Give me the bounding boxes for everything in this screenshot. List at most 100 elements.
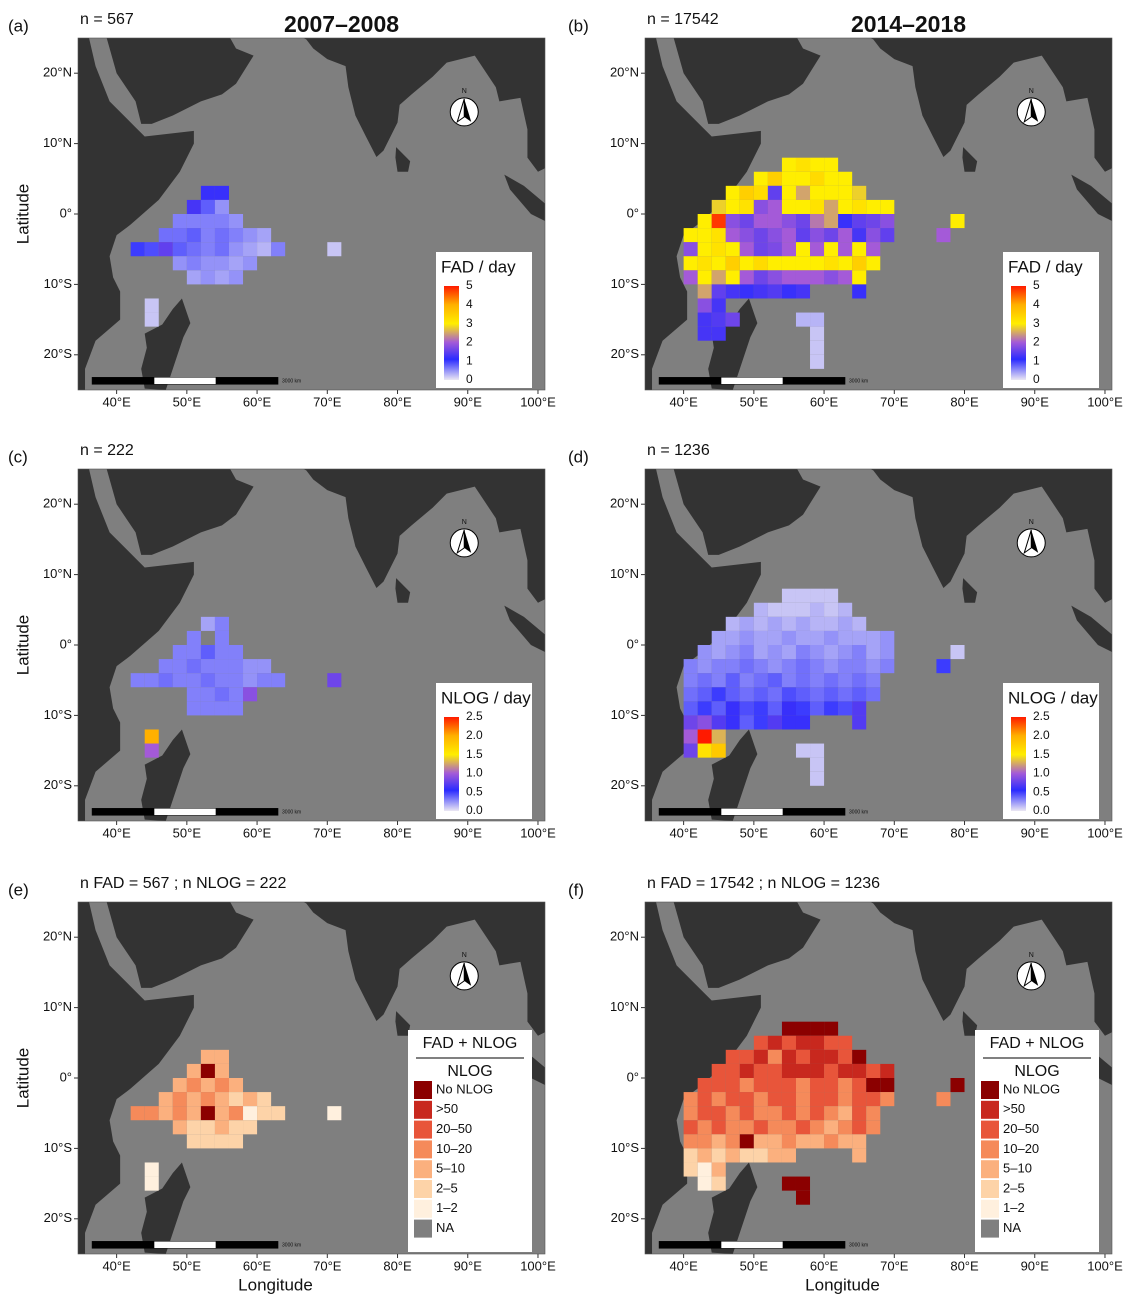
- grid-cell: [739, 1063, 754, 1078]
- grid-cell: [880, 1063, 895, 1078]
- compass: [464, 98, 472, 122]
- panel: (a) n = 567 2007–2008 3000 km N 40°E 50°E 60°E 7…: [8, 11, 556, 409]
- panel-label: (d): [568, 447, 589, 466]
- grid-cell: [186, 199, 201, 214]
- grid-cell: [767, 715, 782, 730]
- compass-north: N: [1029, 519, 1034, 526]
- scale-bar: [782, 377, 846, 385]
- scale-bar: [720, 808, 784, 816]
- x-tick-label: 90°E: [1021, 394, 1050, 409]
- legend-swatch: [981, 1180, 999, 1198]
- scale-bar: [658, 1241, 722, 1249]
- legend-tick-label: 2.5: [466, 709, 483, 723]
- grid-cell: [810, 1035, 825, 1050]
- grid-cell: [753, 270, 768, 285]
- grid-cell: [810, 157, 825, 172]
- grid-cell: [810, 242, 825, 257]
- panel-label: (f): [568, 880, 584, 899]
- grid-cell: [711, 630, 726, 645]
- grid-cell: [753, 1092, 768, 1107]
- legend-tick-label: 2.0: [466, 728, 483, 742]
- grid-cell: [852, 1106, 867, 1121]
- grid-cell: [214, 199, 229, 214]
- y-tick-label: 10°N: [43, 135, 72, 150]
- grid-cell: [852, 687, 867, 702]
- grid-cell: [214, 242, 229, 257]
- y-tick-label: 10°N: [610, 566, 639, 581]
- y-axis-label: Latitude: [13, 184, 32, 245]
- grid-cell: [200, 645, 215, 660]
- grid-cell: [697, 1078, 712, 1093]
- x-tick-label: 90°E: [454, 394, 483, 409]
- grid-cell: [200, 1063, 215, 1078]
- grid-cell: [683, 242, 698, 257]
- grid-cell: [795, 228, 811, 243]
- grid-cell: [257, 228, 272, 243]
- grid-cell: [795, 157, 811, 172]
- grid-cell: [838, 687, 853, 702]
- land: [78, 902, 194, 1254]
- grid-cell: [725, 214, 740, 229]
- grid-cell: [725, 616, 740, 631]
- grid-cell: [243, 1092, 258, 1107]
- grid-cell: [781, 157, 796, 172]
- grid-cell: [795, 1190, 811, 1205]
- x-tick-label: 80°E: [950, 394, 979, 409]
- grid-cell: [781, 645, 796, 660]
- grid-cell: [200, 270, 215, 285]
- x-tick-label: 50°E: [173, 825, 202, 840]
- grid-cell: [795, 270, 811, 285]
- grid-cell: [767, 1078, 782, 1093]
- grid-cell: [767, 1120, 782, 1135]
- grid-cell: [186, 673, 201, 688]
- grid-cell: [866, 659, 881, 674]
- grid-cell: [810, 602, 825, 617]
- grid-cell: [697, 743, 712, 758]
- grid-cell: [795, 199, 811, 214]
- grid-cell: [767, 185, 782, 200]
- legend-swatch: [414, 1219, 432, 1238]
- grid-cell: [257, 242, 272, 257]
- legend-swatch: [414, 1199, 432, 1218]
- grid-cell: [824, 256, 839, 271]
- grid-cell: [810, 256, 825, 271]
- land: [303, 902, 545, 1036]
- grid-cell: [739, 1049, 754, 1064]
- grid-cell: [866, 673, 881, 688]
- grid-cell: [781, 701, 796, 716]
- grid-cell: [725, 673, 740, 688]
- grid-cell: [753, 185, 768, 200]
- grid-cell: [739, 1148, 754, 1163]
- panel: (c) n = 222 3000 km N 40°E 50°E 60°E 70°E 80°E 90…: [8, 442, 556, 840]
- grid-cell: [725, 284, 740, 299]
- grid-cell: [753, 1106, 768, 1121]
- grid-cell: [810, 616, 825, 631]
- x-axis-label: Longitude: [238, 1275, 313, 1294]
- y-tick-label: 0°: [627, 1069, 639, 1084]
- grid-cell: [697, 659, 712, 674]
- x-tick-label: 40°E: [102, 1258, 131, 1273]
- y-tick-label: 10°N: [43, 999, 72, 1014]
- land: [303, 38, 545, 172]
- grid-cell: [852, 1049, 867, 1064]
- grid-cell: [683, 1092, 698, 1107]
- grid-cell: [781, 185, 796, 200]
- scale-label: 3000 km: [849, 379, 868, 385]
- grid-cell: [739, 242, 754, 257]
- land: [962, 1011, 978, 1036]
- grid-cell: [697, 1162, 712, 1177]
- grid-cell: [186, 1078, 201, 1093]
- y-tick-label: 10°S: [44, 707, 73, 722]
- grid-cell: [866, 228, 881, 243]
- grid-cell: [739, 270, 754, 285]
- grid-cell: [795, 687, 811, 702]
- x-tick-label: 100°E: [520, 825, 556, 840]
- legend-tick-label: 1.0: [466, 766, 483, 780]
- grid-cell: [936, 659, 951, 674]
- y-tick-label: 0°: [60, 636, 72, 651]
- grid-cell: [327, 242, 342, 257]
- grid-cell: [711, 242, 726, 257]
- panel: (e) n FAD = 567 ; n NLOG = 222 3000 km N 40°…: [8, 875, 556, 1294]
